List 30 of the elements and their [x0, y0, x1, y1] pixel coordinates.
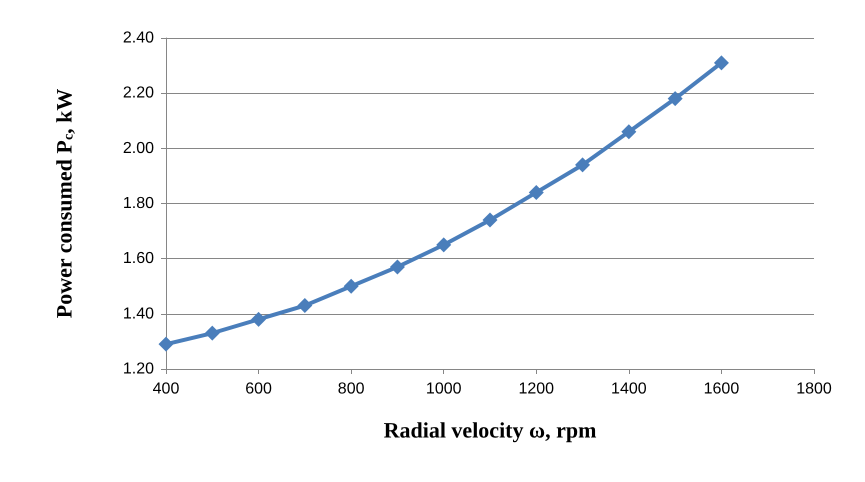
y-tick-label: 2.20 — [122, 84, 154, 102]
x-tick-label: 1400 — [611, 380, 647, 398]
point — [528, 184, 544, 200]
point — [158, 336, 174, 352]
point — [714, 55, 729, 70]
y-tick-label: 1.20 — [122, 360, 154, 378]
y-tick-label: 2.40 — [122, 30, 154, 46]
point — [390, 259, 405, 274]
point — [204, 326, 220, 341]
y-tick-label: 1.80 — [122, 195, 154, 212]
x-tick-label: 600 — [245, 380, 272, 398]
point — [668, 91, 683, 106]
x-tick-label: 1000 — [426, 380, 462, 398]
point — [297, 298, 312, 314]
x-tick-label: 800 — [338, 380, 365, 398]
x-tick-label: 1800 — [796, 380, 832, 398]
point — [344, 278, 359, 294]
y-tick-label: 1.60 — [122, 250, 154, 268]
y-axis-title: Power consumed Pc, kW — [52, 88, 76, 318]
x-axis-title: Radial velocity ω, rpm — [384, 418, 596, 442]
x-tick-label: 1200 — [518, 380, 554, 398]
x-tick-label: 1600 — [704, 380, 740, 398]
y-tick-label: 1.40 — [122, 305, 154, 322]
y-tick-label: 2.00 — [122, 140, 154, 157]
point — [482, 212, 498, 228]
x-tick-label: 400 — [152, 380, 180, 398]
point — [621, 124, 636, 140]
point — [436, 237, 452, 252]
point — [251, 312, 266, 327]
point — [575, 157, 590, 172]
